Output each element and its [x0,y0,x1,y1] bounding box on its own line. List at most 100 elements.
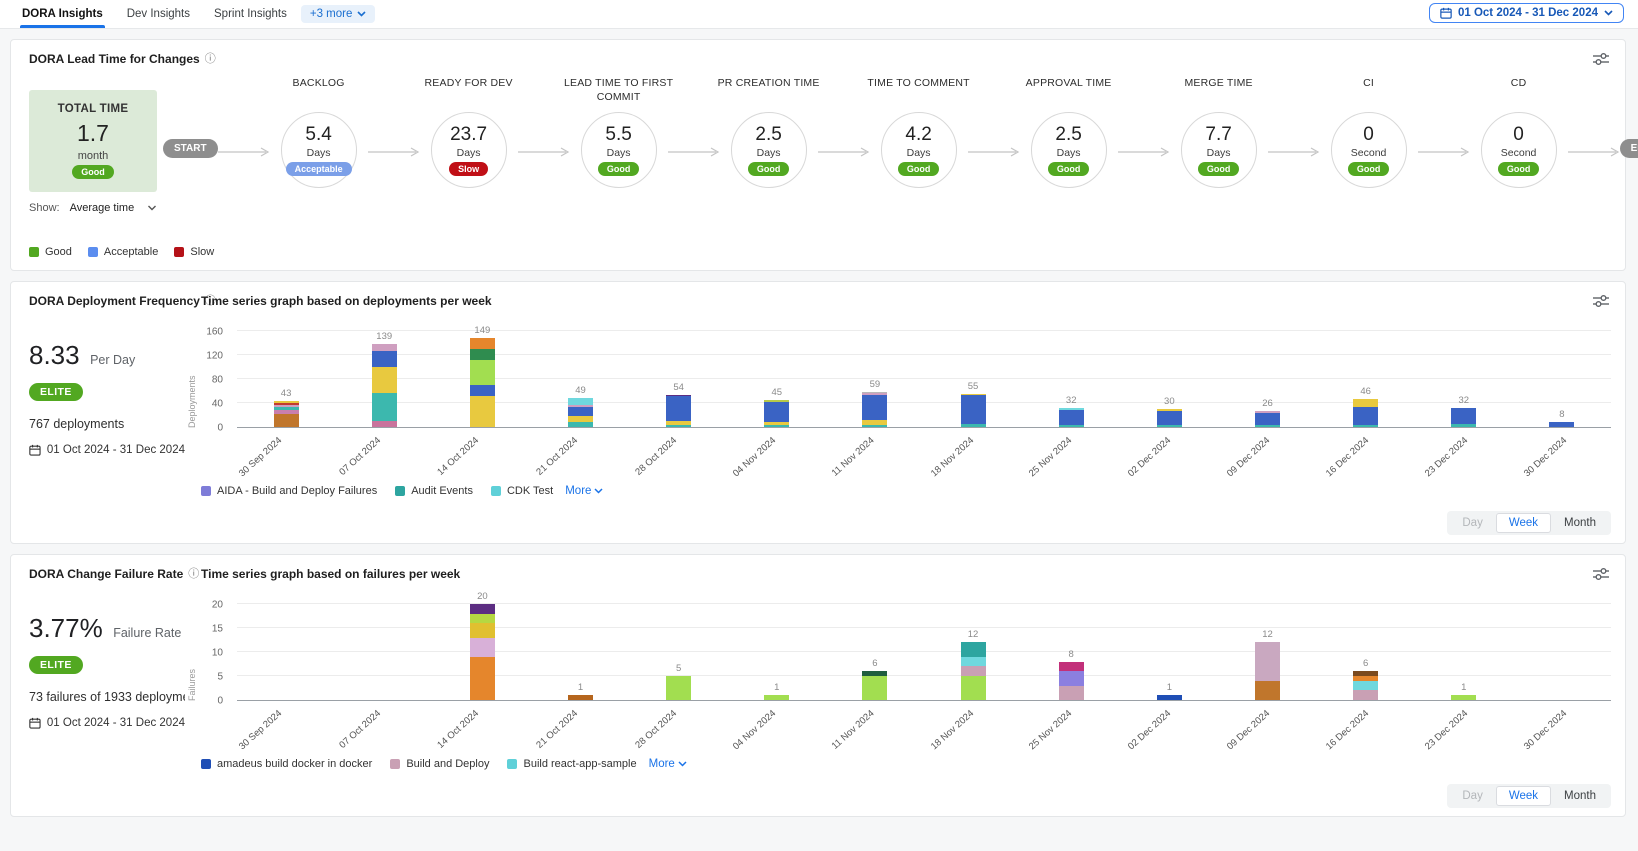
bar[interactable] [1156,409,1182,427]
bar[interactable] [764,400,790,427]
legend-color-swatch [29,247,39,257]
bar[interactable] [764,695,790,700]
bar-slot: 12 [1218,605,1316,700]
legend-item[interactable]: CDK Test [490,485,553,497]
legend-item[interactable]: Slow [174,246,214,258]
show-selector[interactable]: Show: Average time [29,202,157,214]
toggle-week[interactable]: Week [1495,513,1552,533]
x-axis-label: 25 Nov 2024 [1018,428,1117,479]
bar-slot: 5 [630,605,728,700]
flow-stage-circle[interactable]: 2.5 Days Good [730,112,807,188]
bar[interactable] [1254,642,1280,700]
bar[interactable] [1254,411,1280,427]
toggle-month[interactable]: Month [1564,790,1596,802]
legend-item[interactable]: amadeus build docker in docker [201,758,372,770]
x-axis-label: 02 Dec 2024 [1117,428,1216,479]
bar[interactable] [1451,695,1477,700]
tab-dora-insights[interactable]: DORA Insights [12,1,113,28]
legend-more-link[interactable]: More [565,485,603,497]
panel-settings-icon[interactable] [1593,52,1609,71]
flow-stage-circle[interactable]: 4.2 Days Good [880,112,957,188]
legend-more-link[interactable]: More [649,758,687,770]
y-tick-label: 160 [206,326,223,338]
bar[interactable] [666,676,692,700]
info-icon[interactable]: ⓘ [188,567,200,580]
bar[interactable] [469,337,495,427]
bar[interactable] [960,642,986,700]
bar[interactable] [960,394,986,427]
x-axis-label: 30 Sep 2024 [227,428,326,479]
bar[interactable] [469,604,495,700]
bar-segment [1353,671,1379,677]
flow-stage-circle[interactable]: 0 Second Good [1330,112,1407,188]
bar[interactable] [1058,661,1084,700]
x-tick-text: 11 Nov 2024 [830,435,877,479]
flow-stage-circle[interactable]: 23.7 Days Slow [430,112,507,188]
failure-rate-value: 3.77% [29,613,103,643]
legend-item[interactable]: Build and Deploy [390,758,489,770]
bar[interactable] [1353,671,1379,700]
flow-stage-label: LEAD TIME TO FIRST COMMIT [563,77,674,104]
tabs-more-dropdown[interactable]: +3 more [300,5,376,23]
flow-stage-value: 23.7 [450,124,488,145]
flow-stage-status-badge: Good [897,162,940,176]
panel-settings-icon[interactable] [1593,567,1609,586]
calendar-icon [29,444,41,456]
toggle-week[interactable]: Week [1495,786,1552,806]
bar[interactable] [1451,407,1477,427]
flow-stage-circle[interactable]: 0 Second Good [1480,112,1557,188]
legend-item[interactable]: AIDA - Build and Deploy Failures [201,485,377,497]
bar[interactable] [371,343,397,427]
toggle-month[interactable]: Month [1564,517,1596,529]
bar[interactable] [862,671,888,700]
flow-stage-value: 5.5 [605,124,632,145]
bar-value-label: 26 [1262,398,1273,410]
x-axis-label: 30 Dec 2024 [1512,428,1611,479]
bar[interactable] [273,401,299,427]
bar-value-label: 1 [1461,682,1467,694]
legend-item[interactable]: Audit Events [395,485,473,497]
bar[interactable] [1058,407,1084,427]
bar-segment [666,676,692,700]
bar[interactable] [1156,695,1182,700]
info-icon[interactable]: ⓘ [204,52,216,65]
bar[interactable] [1353,399,1379,427]
x-axis-label: 14 Oct 2024 [425,428,524,478]
legend-item[interactable]: Good [29,246,72,258]
flow-stage-circle[interactable]: 7.7 Days Good [1180,112,1257,188]
legend-label: Audit Events [411,485,473,497]
change-failure-rate-chart: Failures 0 5 10 15 20 20 1 5 1 6 12 8 1 12 6 1 30 Sep 202… [187,591,1611,752]
x-axis-label: 18 Nov 2024 [919,428,1018,479]
bar[interactable] [567,397,593,427]
bar-segment [1058,661,1084,672]
x-tick-text: 23 Dec 2024 [1422,435,1471,480]
date-range-picker[interactable]: 01 Oct 2024 - 31 Dec 2024 [1428,3,1624,23]
flow-stage-circle[interactable]: 5.4 Days Acceptable [280,112,357,188]
toggle-day[interactable]: Day [1462,517,1483,529]
flow-stage-unit: Days [606,147,631,159]
panel-settings-icon[interactable] [1593,294,1609,313]
x-axis-label: 09 Dec 2024 [1216,701,1315,752]
bar-slot: 55 [924,332,1022,427]
bar[interactable] [862,391,888,427]
toggle-day[interactable]: Day [1462,790,1483,802]
bar-slot: 1 [531,605,629,700]
tab-sprint-insights[interactable]: Sprint Insights [214,7,287,20]
flow-stage: LEAD TIME TO FIRST COMMIT 5.5 Days Good [564,76,673,188]
bar-value-label: 139 [376,330,393,342]
legend-item[interactable]: Acceptable [87,246,158,258]
bar[interactable] [1549,422,1575,427]
flow-stage-circle[interactable]: 5.5 Days Good [580,112,657,188]
bar-slot: 46 [1317,332,1415,427]
flow-stage-label: CD [1510,77,1527,89]
tab-dev-insights[interactable]: Dev Insights [126,7,190,20]
x-axis-label: 21 Oct 2024 [524,701,623,751]
y-axis-ticks: 0 5 10 15 20 [197,600,231,707]
flow-stage-circle[interactable]: 2.5 Days Good [1030,112,1107,188]
gridline [237,354,1611,355]
bar[interactable] [666,394,692,427]
bar-segment [1156,695,1182,700]
bar[interactable] [567,695,593,700]
legend-item[interactable]: Build react-app-sample [507,758,637,770]
info-icon[interactable]: ⓘ [204,294,216,307]
